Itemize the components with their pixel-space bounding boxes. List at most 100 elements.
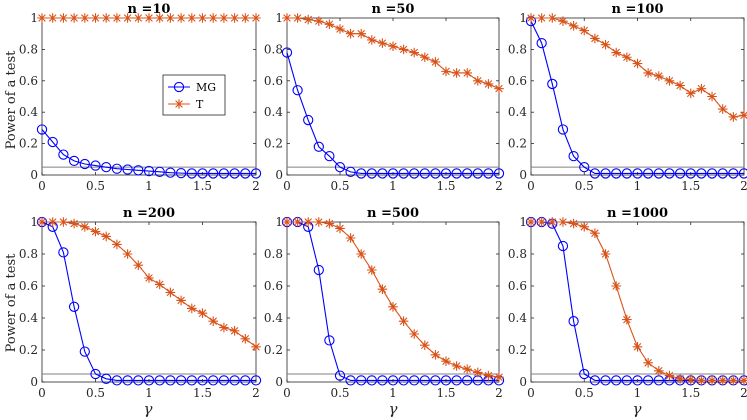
legend-item-MG: MG [168,81,216,94]
x-tick-label: 2 [740,179,747,193]
x-tick-label: 2 [495,386,503,400]
data-point [133,13,144,23]
data-point [90,368,101,380]
data-point [622,314,632,325]
data-point [611,281,621,291]
data-point [240,334,251,344]
data-point [197,308,208,318]
data-point [738,168,747,179]
data-point [568,218,579,229]
x-tick-label: 1 [634,386,642,400]
data-point [197,375,208,386]
data-point [409,47,419,58]
x-tick-label: 1 [145,386,153,400]
data-point [579,368,590,380]
data-point [440,375,452,386]
data-point [345,166,356,178]
series-T [37,13,261,23]
series-MG [281,47,505,179]
data-point [36,124,48,135]
data-point [536,13,547,23]
y-tick-label: 0.4 [264,311,283,325]
data-point [451,375,462,386]
data-point [621,375,632,386]
data-point [80,222,90,232]
data-point [335,223,345,234]
data-point [685,88,696,99]
data-point [176,295,186,306]
y-tick-label: 0.6 [264,279,283,293]
data-point [251,342,261,352]
series-T [37,217,261,352]
data-point [536,37,547,49]
x-tick-label: 1 [389,179,397,193]
data-point [621,168,632,179]
data-point [419,168,430,179]
x-tick-label: 1.5 [436,386,455,400]
y-tick-label: 0 [519,168,527,182]
data-point [250,168,262,179]
data-point [208,13,218,23]
data-point [58,13,69,23]
data-point [122,164,133,175]
data-point [653,375,664,386]
x-tick-label: 0 [38,179,46,193]
data-point [112,239,122,250]
data-point [68,301,80,312]
data-point [377,38,388,48]
panel-6: 0 0.5 1 1.5 2 0 0.2 0.4 0.6 0.8 1 n =1000 [508,206,747,400]
data-point [664,76,675,86]
data-point [568,316,579,327]
data-point [334,161,346,173]
data-point [187,13,197,23]
data-point [696,168,707,179]
panel-3: 0 0.5 1 1.5 2 0 0.2 0.4 0.6 0.8 1 n =100 [508,2,747,193]
data-point [440,168,452,179]
series-MG [36,216,262,386]
series-line [41,221,256,381]
data-point [483,79,494,89]
data-point [144,273,154,283]
data-point [208,375,219,386]
data-point [165,13,176,23]
data-point [696,83,707,94]
x-tick-label: 2 [740,386,747,400]
data-point [101,231,111,242]
data-point [600,39,611,50]
x-tick-label: 0 [38,386,46,400]
data-point [472,168,483,179]
data-point [345,28,356,39]
data-point [292,85,303,96]
x-tick-label: 1 [389,386,397,400]
data-point [101,161,112,173]
data-point [176,13,186,23]
data-point [685,374,696,385]
data-point [313,141,324,152]
data-point [122,13,133,23]
data-point [229,13,240,23]
data-point [387,375,399,386]
data-point [79,158,90,170]
series-line [530,20,744,174]
data-point [441,66,451,77]
data-point [600,375,611,386]
data-point [547,78,558,90]
data-point [281,47,293,58]
y-tick-label: 0.8 [264,42,283,56]
data-point [250,375,262,386]
panel-title: n =100 [611,2,663,17]
y-tick-label: 0.4 [19,311,38,325]
data-point [643,68,653,78]
data-point [58,217,69,227]
data-point [674,168,686,179]
data-point [154,375,165,386]
data-point [494,372,504,382]
y-tick-label: 0.6 [19,279,38,293]
data-point [165,167,176,178]
data-point [473,367,483,378]
x-tick-label: 0 [527,179,535,193]
legend-marker [174,99,184,109]
y-tick-label: 0.6 [508,279,527,293]
data-point [557,240,569,252]
